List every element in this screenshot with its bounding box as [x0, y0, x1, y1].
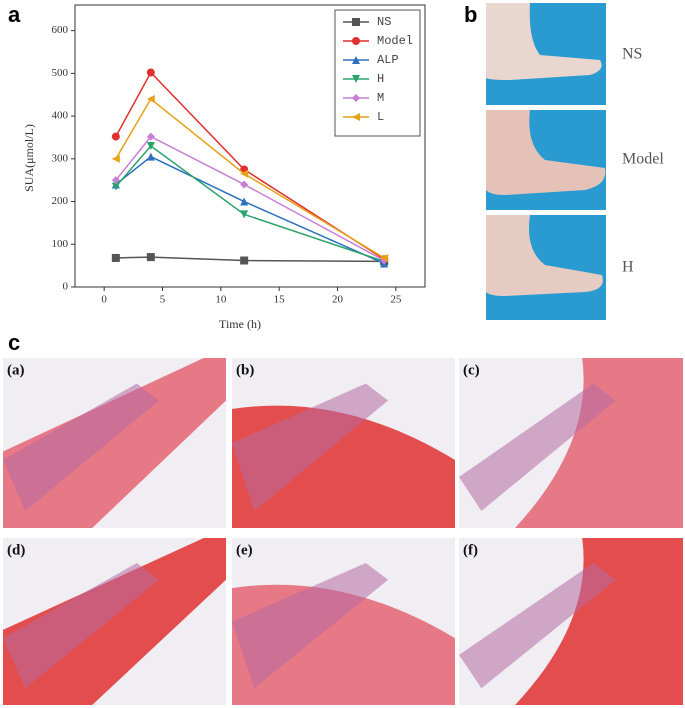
photo-shape	[486, 3, 602, 80]
x-axis-label: Time (h)	[219, 317, 261, 331]
legend-marker	[352, 94, 360, 102]
y-tick-label: 300	[52, 152, 69, 164]
y-tick-label: 200	[52, 195, 69, 207]
y-tick-label: 600	[52, 24, 69, 36]
histology-grid: (a) (b) (c) (d) (e) (f)	[3, 358, 683, 705]
data-point	[146, 142, 155, 150]
series-line	[115, 71, 385, 260]
tissue	[515, 538, 683, 705]
legend-label: Model	[377, 34, 413, 48]
panel-label: b	[464, 2, 477, 27]
data-point	[111, 132, 120, 141]
legend-label: ALP	[377, 53, 399, 67]
histology-label: (e)	[236, 542, 253, 558]
legend-label: H	[377, 72, 384, 86]
data-point	[146, 253, 155, 262]
photo-shape	[486, 110, 606, 195]
x-tick-label: 25	[390, 294, 402, 306]
histology-label: (b)	[236, 362, 254, 378]
x-tick-label: 5	[160, 294, 166, 306]
y-tick-label: 0	[63, 281, 69, 293]
y-tick-label: 400	[52, 110, 69, 122]
data-point	[240, 210, 249, 219]
y-axis-label: SUA(μmol/L)	[22, 124, 36, 192]
tissue	[515, 358, 683, 528]
tissue	[459, 563, 616, 689]
panel-label: a	[8, 2, 21, 27]
data-point	[240, 256, 249, 265]
histology-label: (c)	[463, 362, 480, 378]
chart: Time (h) SUA(μmol/L) 0100200300400500600…	[22, 4, 426, 331]
photo-label: NS	[622, 46, 642, 63]
legend-marker	[352, 56, 360, 64]
histology-label: (d)	[7, 542, 25, 558]
data-point	[146, 132, 155, 141]
x-tick-label: 0	[101, 294, 107, 306]
photo-shape	[486, 215, 603, 296]
panel-label: c	[8, 330, 20, 355]
tissue	[232, 383, 389, 511]
legend-label: NS	[377, 15, 391, 29]
x-tick-label: 10	[215, 294, 227, 306]
histology-label: (f)	[463, 542, 478, 558]
legend-marker	[352, 37, 360, 45]
data-point	[111, 253, 120, 262]
series-line	[115, 97, 385, 259]
data-point	[146, 152, 155, 161]
x-tick-label: 20	[332, 294, 344, 306]
data-point	[111, 182, 120, 191]
photo-label: H	[622, 259, 634, 276]
series-line	[115, 135, 385, 262]
photo-label: Model	[622, 151, 664, 168]
y-tick-label: 500	[52, 67, 69, 79]
histology-label: (a)	[7, 362, 25, 378]
data-point	[111, 176, 120, 185]
legend-marker	[352, 75, 360, 83]
legend-label: M	[377, 91, 384, 105]
legend-marker	[352, 18, 360, 26]
data-point	[146, 68, 155, 77]
plot-frame	[74, 4, 426, 288]
data-point	[240, 180, 249, 189]
x-tick-label: 15	[274, 294, 286, 306]
series-line	[115, 144, 385, 263]
photo-group	[486, 3, 606, 320]
legend-box	[334, 9, 421, 137]
legend-label: L	[377, 110, 384, 124]
series-line	[115, 155, 385, 265]
y-tick-label: 100	[52, 238, 69, 250]
tissue	[3, 383, 160, 511]
legend-marker	[352, 113, 360, 121]
tissue	[459, 383, 616, 511]
series-line	[115, 256, 385, 263]
tissue	[3, 563, 160, 689]
data-point	[111, 154, 120, 163]
tissue	[3, 538, 226, 705]
data-point	[240, 197, 249, 206]
data-point	[240, 169, 249, 178]
data-point	[146, 95, 155, 103]
tissue	[3, 358, 226, 528]
data-point	[380, 253, 389, 262]
tissue	[232, 563, 389, 689]
